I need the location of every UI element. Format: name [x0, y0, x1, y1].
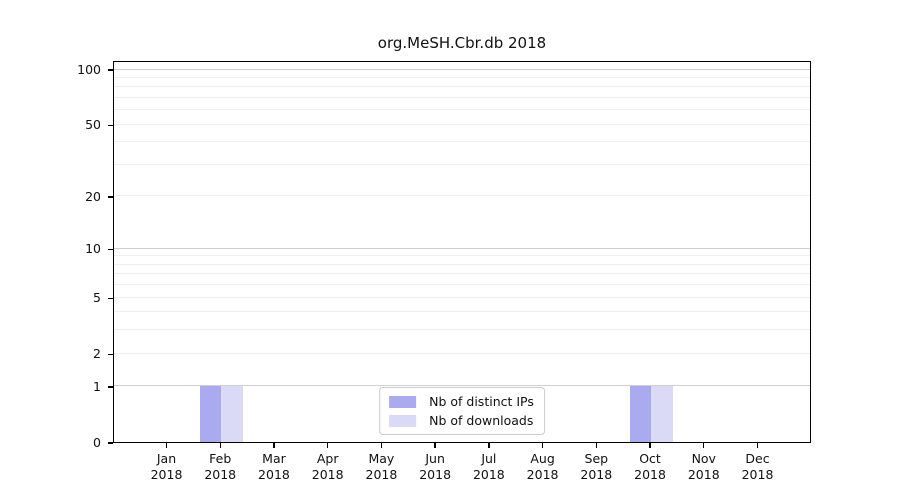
gridline-minor	[114, 109, 810, 111]
y-tick-label: 50	[85, 117, 101, 133]
legend-item-downloads: Nb of downloads	[389, 413, 534, 428]
gridline-minor	[114, 97, 810, 98]
gridline-minor	[114, 123, 810, 125]
gridline-minor	[114, 284, 810, 286]
x-tick-label: Feb 2018	[204, 451, 237, 482]
gridline-major	[114, 68, 810, 70]
gridline-minor	[114, 76, 810, 78]
bar-downloads-feb	[221, 385, 244, 442]
x-tick	[219, 443, 221, 448]
chart-title: org.MeSH.Cbr.db 2018	[377, 34, 547, 52]
gridline-minor	[114, 141, 810, 143]
x-tick	[541, 443, 544, 448]
x-tick-label: Jul 2018	[472, 451, 505, 482]
gridline-major	[114, 247, 810, 249]
x-tick	[165, 443, 168, 448]
y-tick-label: 1	[93, 378, 101, 394]
x-tick	[434, 443, 436, 448]
legend-label-downloads: Nb of downloads	[429, 413, 534, 428]
x-tick-label: Mar 2018	[258, 451, 290, 482]
x-tick-label: Dec 2018	[741, 451, 774, 482]
legend: Nb of distinct IPs Nb of downloads	[379, 387, 545, 435]
x-tick-label: Nov 2018	[687, 451, 720, 482]
x-tick	[649, 443, 651, 448]
gridline-major	[114, 385, 810, 387]
x-tick	[327, 443, 329, 448]
x-tick-label: Aug 2018	[526, 451, 559, 482]
bar-downloads-oct	[651, 385, 674, 442]
x-tick-label: Jun 2018	[419, 451, 452, 482]
gridline-minor	[114, 273, 810, 275]
gridline-minor	[114, 296, 810, 298]
x-tick-label: Apr 2018	[311, 451, 344, 482]
gridline-minor	[114, 86, 810, 88]
y-tick-label: 10	[85, 241, 101, 257]
gridline-minor	[114, 195, 810, 197]
plot-area: Nb of distinct IPs Nb of downloads	[113, 61, 811, 443]
x-tick-label: May 2018	[365, 451, 398, 482]
x-tick	[595, 443, 597, 448]
gridline-minor	[114, 163, 810, 165]
legend-swatch-distinct-ips	[389, 395, 417, 408]
legend-label-distinct-ips: Nb of distinct IPs	[429, 394, 534, 409]
x-tick	[273, 443, 275, 448]
x-tick	[488, 443, 490, 448]
x-tick	[380, 443, 383, 448]
x-tick	[703, 443, 705, 448]
y-tick-label: 20	[85, 188, 101, 204]
gridline-minor	[114, 311, 810, 313]
bar-distinct-ips-feb	[200, 385, 222, 442]
gridline-minor	[114, 255, 810, 257]
y-tick-label: 2	[93, 346, 101, 362]
x-tick-label: Sep 2018	[580, 451, 613, 482]
y-tick-label: 0	[93, 435, 101, 450]
bar-distinct-ips-oct	[630, 385, 652, 442]
y-tick-label: 5	[93, 290, 101, 306]
x-tick-label: Oct 2018	[634, 451, 666, 482]
legend-swatch-downloads	[389, 414, 417, 427]
x-tick	[756, 443, 759, 448]
x-tick-label: Jan 2018	[150, 451, 183, 482]
legend-item-distinct-ips: Nb of distinct IPs	[389, 394, 534, 409]
gridline-minor	[114, 263, 810, 265]
gridline-minor	[114, 352, 810, 354]
gridline-minor	[114, 329, 810, 331]
y-tick-label: 100	[77, 62, 101, 77]
